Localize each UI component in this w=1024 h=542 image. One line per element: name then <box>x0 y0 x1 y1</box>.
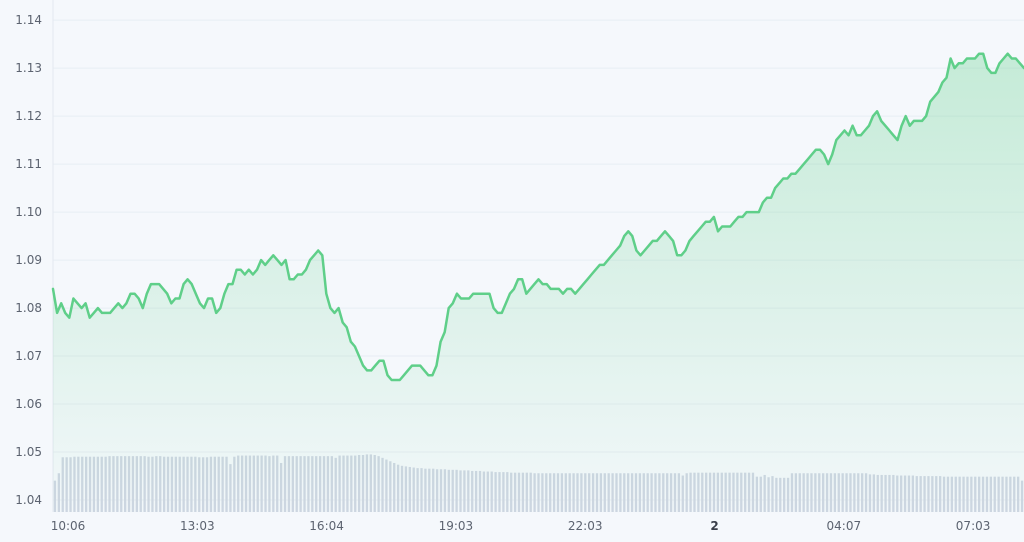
x-tick-label: 10:06 <box>51 519 86 533</box>
x-tick-label: 22:03 <box>568 519 603 533</box>
y-tick-label: 1.05 <box>15 445 42 459</box>
y-tick-label: 1.08 <box>15 301 42 315</box>
price-line <box>51 52 1024 382</box>
x-axis: 10:06 13:03 16:04 19:03 22:03 2 04:07 07:03 <box>51 519 991 533</box>
x-tick-label: 19:03 <box>439 519 474 533</box>
x-tick-label: 13:03 <box>180 519 215 533</box>
y-tick-label: 1.09 <box>15 253 42 267</box>
y-tick-label: 1.07 <box>15 349 42 363</box>
price-area-fill <box>53 53 1024 512</box>
y-tick-label: 1.11 <box>15 157 42 171</box>
y-tick-label: 1.06 <box>15 397 42 411</box>
y-tick-label: 1.14 <box>15 13 42 27</box>
y-axis: 1.14 1.13 1.12 1.11 1.10 1.09 1.08 1.07 1.06 1.05… <box>15 13 42 507</box>
x-tick-label: 04:07 <box>827 519 862 533</box>
x-tick-label: 07:03 <box>956 519 991 533</box>
y-tick-label: 1.12 <box>15 109 42 123</box>
y-tick-label: 1.10 <box>15 205 42 219</box>
y-tick-label: 1.13 <box>15 61 42 75</box>
x-tick-label: 16:04 <box>309 519 344 533</box>
x-tick-label: 2 <box>710 519 718 533</box>
y-tick-label: 1.04 <box>15 493 42 507</box>
